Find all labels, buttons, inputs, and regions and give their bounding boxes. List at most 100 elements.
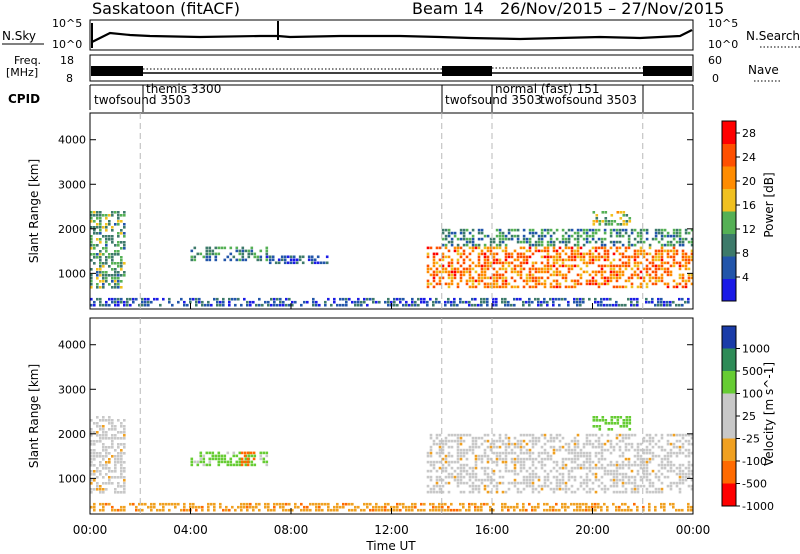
data-cell [601, 416, 605, 419]
data-cell [492, 303, 495, 307]
data-cell [576, 249, 580, 253]
data-cell [426, 282, 430, 286]
data-cell [384, 505, 387, 509]
data-cell [441, 502, 444, 506]
data-cell [220, 457, 224, 461]
data-cell [636, 300, 639, 304]
data-cell [690, 478, 694, 482]
data-cell [111, 446, 114, 449]
data-cell [552, 297, 555, 301]
data-cell [531, 234, 535, 238]
data-cell [429, 273, 433, 277]
data-cell [606, 258, 610, 262]
power-colorbar-label: Power [dB] [762, 172, 776, 237]
data-cell [102, 508, 105, 512]
data-cell [651, 436, 655, 440]
data-cell [214, 246, 218, 250]
data-cell [102, 458, 105, 461]
data-cell [189, 300, 192, 304]
data-cell [264, 300, 267, 304]
data-cell [597, 237, 601, 241]
data-cell [495, 234, 499, 238]
data-cell [235, 249, 239, 253]
data-cell [639, 270, 643, 274]
data-cell [93, 440, 96, 443]
data-cell [675, 508, 678, 512]
data-cell [522, 300, 525, 304]
data-cell [159, 303, 162, 307]
data-cell [474, 508, 477, 512]
data-cell [624, 457, 628, 461]
data-cell [456, 457, 460, 461]
data-cell [621, 460, 625, 464]
data-cell [618, 234, 622, 238]
data-cell [660, 502, 663, 506]
data-cell [672, 451, 676, 455]
data-cell [576, 282, 580, 286]
data-cell [591, 258, 595, 262]
data-cell [111, 476, 114, 479]
data-cell [558, 487, 562, 491]
data-cell [534, 270, 538, 274]
data-cell [582, 481, 586, 485]
data-cell [636, 231, 640, 235]
data-cell [516, 442, 520, 446]
data-cell [96, 476, 99, 479]
data-cell [543, 481, 547, 485]
data-cell [615, 249, 619, 253]
data-cell [114, 455, 117, 458]
data-cell [177, 502, 180, 506]
data-cell [558, 303, 561, 307]
data-cell [462, 481, 466, 485]
freq-block-1 [91, 66, 143, 76]
data-cell [591, 270, 595, 274]
data-cell [573, 508, 576, 512]
data-cell [435, 433, 439, 437]
data-cell [684, 472, 688, 476]
data-cell [480, 276, 484, 280]
data-cell [156, 297, 159, 301]
data-cell [492, 469, 496, 473]
data-cell [258, 303, 261, 307]
data-cell [123, 485, 126, 488]
data-cell [108, 416, 111, 419]
data-cell [351, 300, 354, 304]
data-cell [483, 454, 487, 458]
data-cell [432, 466, 436, 470]
data-cell [507, 237, 511, 241]
data-cell [462, 448, 466, 452]
data-cell [639, 237, 643, 241]
data-cell [483, 300, 486, 304]
data-cell [123, 446, 126, 449]
data-cell [444, 300, 447, 304]
data-cell [471, 466, 475, 470]
data-cell [498, 285, 502, 289]
data-cell [105, 502, 108, 506]
data-cell [510, 469, 514, 473]
data-cell [405, 505, 408, 509]
data-cell [687, 466, 691, 470]
colorbar-tick-label: 20 [742, 175, 756, 188]
data-cell [471, 436, 475, 440]
data-cell [441, 505, 444, 509]
data-cell [585, 439, 589, 443]
data-cell [669, 300, 672, 304]
data-cell [99, 274, 102, 277]
data-cell [582, 300, 585, 304]
data-cell [223, 457, 227, 461]
data-cell [618, 448, 622, 452]
data-cell [537, 297, 540, 301]
data-cell [684, 228, 688, 232]
data-cell [531, 478, 535, 482]
data-cell [636, 469, 640, 473]
data-cell [117, 461, 120, 464]
data-cell [669, 502, 672, 506]
data-cell [636, 261, 640, 265]
data-cell [519, 451, 523, 455]
data-cell [108, 437, 111, 440]
data-cell [201, 508, 204, 512]
data-cell [498, 237, 502, 241]
data-cell [531, 300, 534, 304]
data-cell [642, 436, 646, 440]
